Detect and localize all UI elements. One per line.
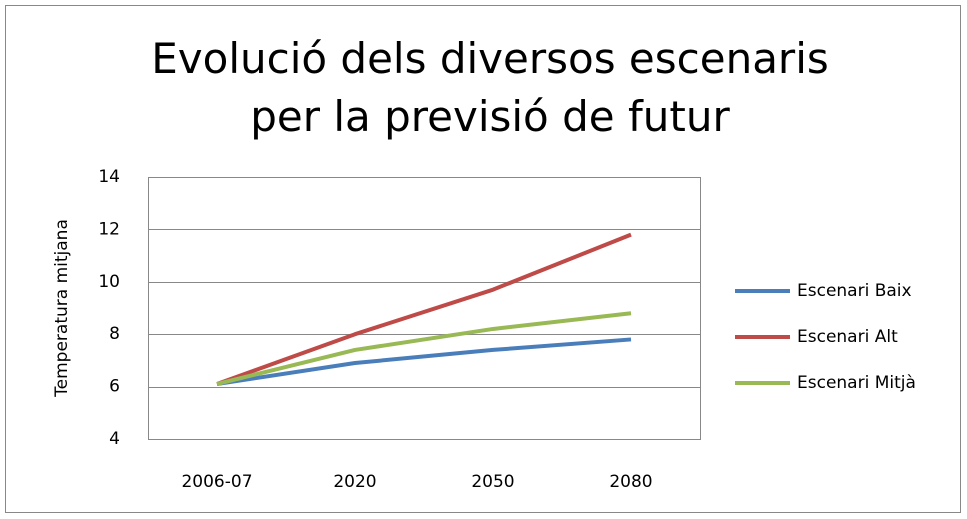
y-tick-label: 6 [109,377,120,397]
y-axis-label: Temperatura mitjana [52,219,72,398]
y-tick-label: 10 [98,272,120,292]
series-line [216,337,632,386]
series-line [216,232,632,386]
chart-title: Evolució dels diversos escenaris per la … [151,34,829,141]
chart-border [5,5,961,513]
x-tick-label: 2020 [333,472,376,492]
legend-label: Escenari Mitjà [797,373,916,393]
y-tick-label: 8 [109,324,120,344]
x-tick-label: 2080 [609,472,652,492]
y-tick-label: 12 [98,219,120,239]
x-tick-label: 2006-07 [181,472,252,492]
y-tick-label: 4 [109,429,120,449]
x-tick-label: 2050 [471,472,514,492]
y-tick-label: 14 [98,167,120,187]
legend-label: Escenari Alt [797,327,898,347]
series-line [216,311,632,386]
legend-label: Escenari Baix [797,281,912,301]
